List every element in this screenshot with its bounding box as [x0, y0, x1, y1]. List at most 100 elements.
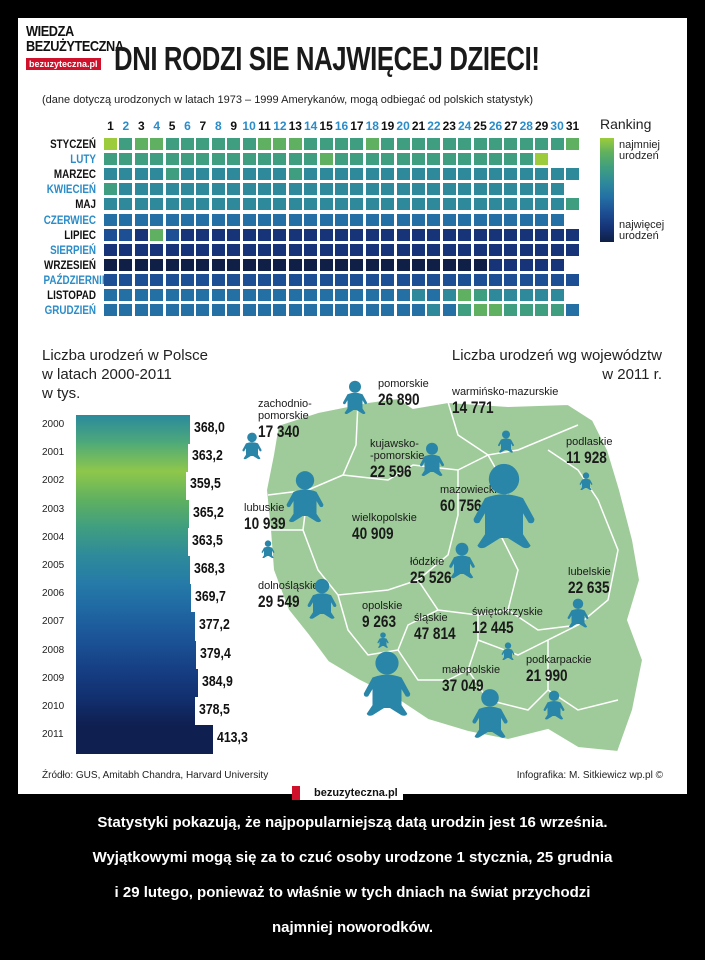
heatmap-cell [227, 243, 241, 256]
year-label: 2000 [42, 419, 65, 430]
heatmap-cell [258, 289, 271, 301]
heatmap-cell [335, 168, 348, 181]
logo-url: bezuzyteczna.pl [26, 58, 101, 70]
heatmap-cell [104, 213, 117, 226]
heatmap-cell [319, 228, 333, 241]
heatmap-cell [473, 138, 487, 150]
births-value: 369,7 [194, 588, 226, 606]
heatmap-cell [104, 168, 117, 181]
heatmap-cell [381, 228, 395, 241]
voivodeship-name: łódzkie [410, 556, 445, 568]
heatmap-cell [442, 289, 456, 301]
heatmap-cell [519, 153, 533, 166]
heatmap-cell [396, 304, 410, 317]
heatmap-cell [458, 228, 472, 241]
heatmap-cell [319, 243, 333, 256]
heatmap-cell [150, 289, 164, 301]
heatmap-cell [288, 243, 302, 256]
month-label: LUTY [70, 152, 96, 167]
heatmap-cell [412, 258, 425, 271]
births-title-line2: w latach 2000-2011 [42, 366, 172, 383]
logo: WIEDZA BEZUŻYTECZNA bezuzyteczna.pl [26, 24, 124, 84]
births-value: 413,3 [216, 729, 248, 747]
heatmap-cell [550, 258, 564, 271]
heatmap-cell [273, 258, 287, 271]
heatmap-cell [211, 198, 225, 211]
births-bar [76, 697, 196, 726]
heatmap-cell [288, 138, 302, 150]
heatmap-cell [381, 168, 395, 181]
heatmap-cell [350, 304, 364, 317]
heatmap-cell [489, 168, 502, 181]
heatmap-cell [535, 273, 549, 286]
heatmap-cell [365, 273, 379, 286]
heatmap-cell [150, 258, 164, 271]
heatmap-cell [350, 153, 364, 166]
month-label: CZERWIEC [43, 212, 96, 227]
data-note: (dane dotyczą urodzonych w latach 1973 –… [42, 94, 534, 106]
heatmap-cell [489, 138, 502, 150]
baby-icon [579, 472, 593, 491]
heatmap-cell [335, 243, 348, 256]
heatmap-cell [427, 243, 441, 256]
heatmap-cell [134, 153, 148, 166]
heatmap-cell [134, 273, 148, 286]
heatmap-cell [211, 153, 225, 166]
year-label: 2003 [42, 503, 65, 515]
heatmap-cell [165, 243, 179, 256]
heatmap-cell [519, 198, 533, 211]
voivodeship-name: śląskie [414, 612, 448, 624]
heatmap-cell [288, 228, 302, 241]
heatmap-cell [242, 258, 256, 271]
heatmap-cell [504, 213, 518, 226]
heatmap-cell [196, 228, 210, 241]
births-value: 379,4 [199, 644, 231, 662]
heatmap-cell [535, 153, 549, 166]
heatmap-cell [412, 153, 425, 166]
voivodeship-births: 22 635 [568, 578, 610, 597]
heatmap-cell [519, 138, 533, 150]
births-value: 363,2 [191, 447, 223, 465]
heatmap-cell [458, 258, 472, 271]
heatmap-cell [335, 228, 348, 241]
caption-line2: Wyjątkowymi mogą się za to czuć osoby ur… [92, 849, 613, 866]
heatmap-cell [181, 243, 194, 256]
heatmap-cell [273, 138, 287, 150]
heatmap-cell [273, 153, 287, 166]
heatmap-cell [242, 243, 256, 256]
heatmap-cell [119, 153, 133, 166]
day-label: 8 [214, 119, 222, 133]
heatmap-cell [566, 304, 579, 317]
heatmap-cell [134, 168, 148, 181]
heatmap-cell [150, 168, 164, 181]
heatmap-cell [504, 183, 518, 196]
voivodeship-births: 22 596 [370, 462, 412, 481]
heatmap-cell [181, 213, 194, 226]
voivodeship-label: kujawsko- -pomorskie 22 596 [370, 438, 424, 481]
voivodeship-label: dolnośląskie 29 549 [258, 580, 319, 611]
births-value: 368,3 [194, 560, 225, 577]
heatmap-cell [242, 213, 256, 226]
heatmap-cell [365, 213, 379, 226]
year-label: 2002 [42, 475, 65, 487]
heatmap-cell [104, 273, 117, 286]
baby-icon [343, 380, 367, 414]
year-label: 2006 [42, 588, 65, 600]
heatmap-cell [442, 258, 456, 271]
heatmap-cell [227, 273, 241, 286]
heatmap-cell [319, 304, 333, 317]
heatmap-cell [535, 198, 549, 211]
heatmap-cell [412, 273, 425, 286]
heatmap-cell [227, 183, 241, 196]
voivodeship-label: wielkopolskie 40 909 [352, 512, 417, 543]
heatmap-cell [489, 258, 502, 271]
heatmap-cell [550, 213, 564, 226]
ranking-high-line2: urodzeń [619, 230, 659, 242]
voivodeship-label: podlaskie 11 928 [566, 436, 617, 467]
voivodeship-label: podkarpackie 21 990 [526, 654, 591, 685]
ranking-low-line2: urodzeń [619, 150, 659, 162]
heatmap-cell [396, 153, 410, 166]
heatmap-cell [396, 198, 410, 211]
voivodeship-births: 17 340 [258, 422, 300, 441]
day-label: 26 [488, 119, 503, 133]
